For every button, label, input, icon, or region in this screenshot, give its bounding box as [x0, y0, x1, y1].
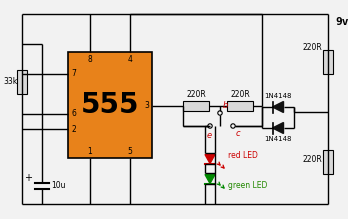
Text: 4: 4 — [128, 55, 133, 64]
Polygon shape — [205, 175, 215, 184]
Text: 220R: 220R — [302, 44, 322, 53]
Text: 2: 2 — [71, 124, 76, 134]
Text: b: b — [223, 101, 228, 110]
Text: +: + — [24, 173, 32, 183]
Text: 8: 8 — [88, 55, 92, 64]
Bar — [227, 101, 253, 111]
Text: 7: 7 — [71, 69, 76, 78]
Text: 1N4148: 1N4148 — [264, 136, 292, 142]
Text: 9v: 9v — [335, 17, 348, 27]
Text: 10u: 10u — [51, 182, 65, 191]
Text: 220R: 220R — [186, 90, 206, 99]
Text: 220R: 220R — [230, 90, 250, 99]
Text: 3: 3 — [144, 101, 149, 111]
Bar — [17, 70, 27, 94]
Text: green LED: green LED — [228, 182, 267, 191]
Bar — [323, 50, 333, 74]
Polygon shape — [272, 122, 284, 134]
Text: 555: 555 — [81, 91, 139, 119]
Text: 5: 5 — [128, 147, 133, 156]
Bar — [68, 52, 152, 158]
Polygon shape — [272, 101, 284, 113]
Bar — [323, 150, 333, 174]
Text: 1: 1 — [88, 147, 92, 156]
Text: e: e — [206, 131, 212, 140]
Bar — [183, 101, 209, 111]
Polygon shape — [205, 154, 215, 164]
Text: red LED: red LED — [228, 150, 258, 159]
Text: c: c — [236, 129, 240, 138]
Text: 33k: 33k — [4, 78, 18, 87]
Text: 1N4148: 1N4148 — [264, 93, 292, 99]
Text: 6: 6 — [71, 110, 76, 118]
Text: 220R: 220R — [302, 155, 322, 164]
